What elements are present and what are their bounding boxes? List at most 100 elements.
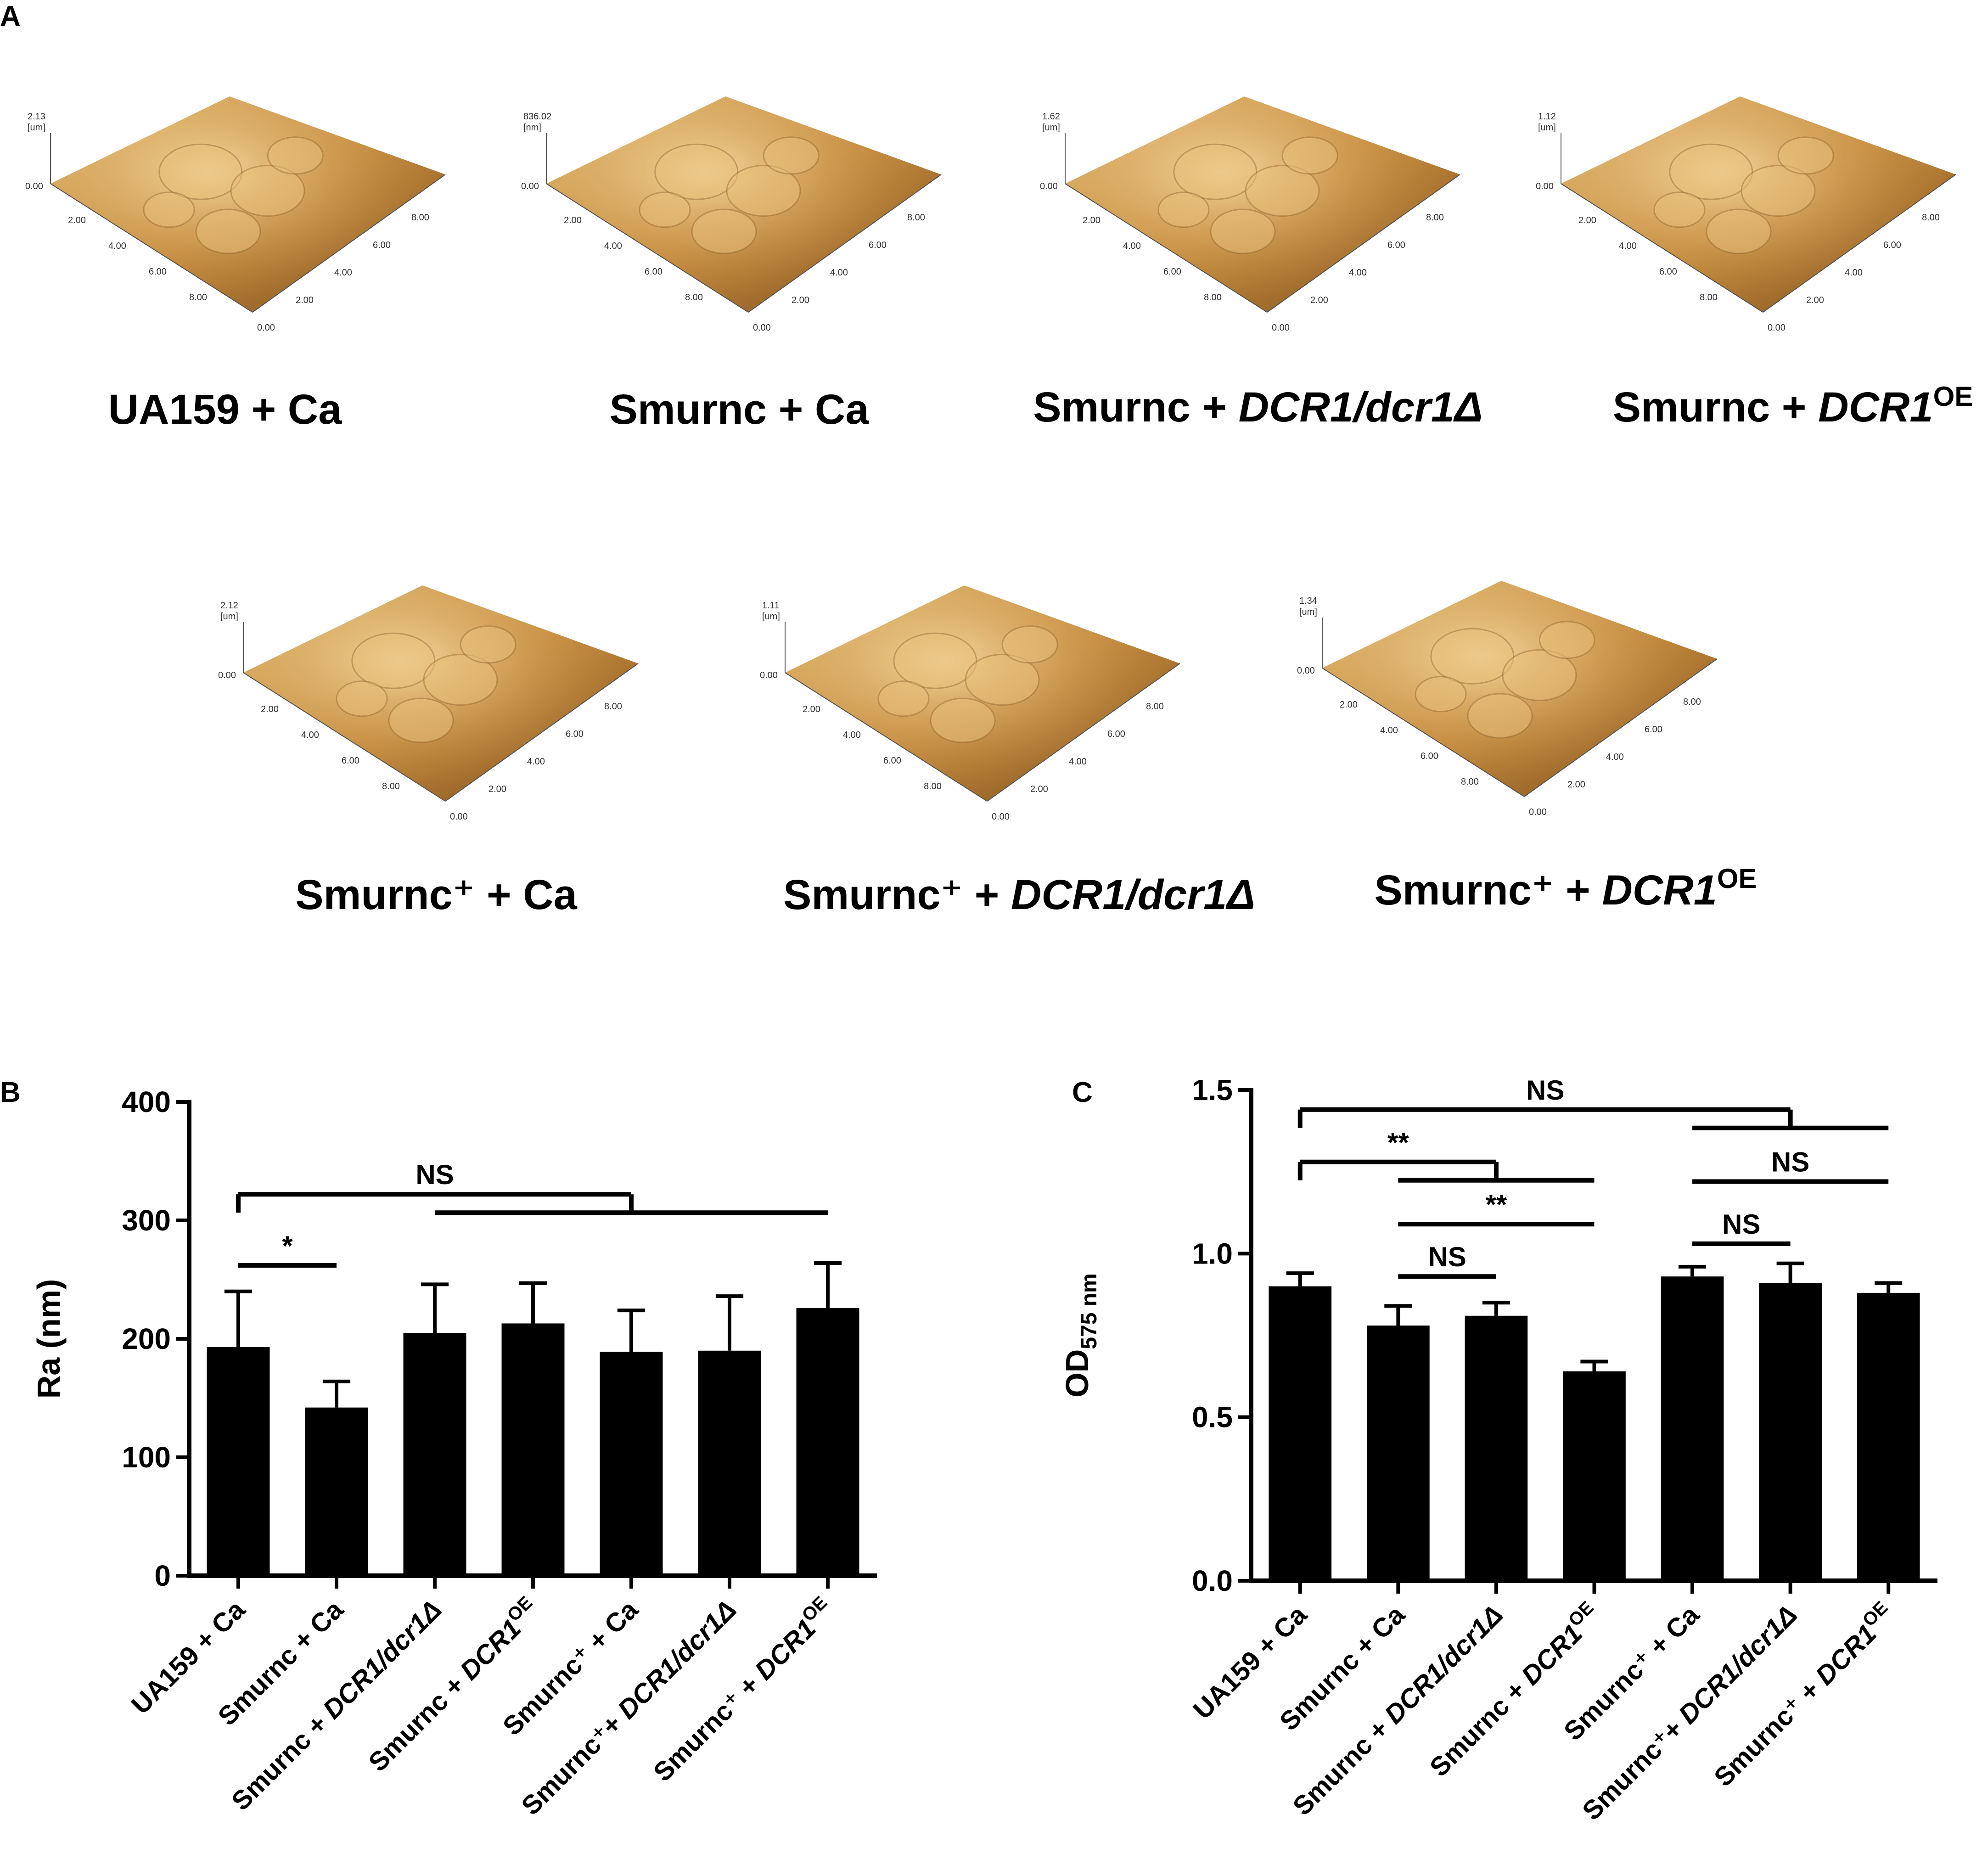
significance-label: NS: [1526, 1075, 1564, 1106]
afm-x-axis: [1322, 668, 1525, 797]
afm-label-italic: DCR1/dcr1Δ: [1011, 871, 1256, 918]
afm-x-tick: 8.00: [685, 292, 703, 303]
bar-4: [1563, 1371, 1626, 1581]
afm-x-tick: 6.00: [1421, 751, 1438, 761]
significance-bracket-2: NS: [236, 1159, 828, 1215]
afm-y-tick: 0.00: [1272, 323, 1290, 333]
afm-z-min-label: 0.00: [760, 670, 778, 680]
afm-x-tick: 6.00: [645, 267, 663, 277]
significance-bracket-1: NS: [1297, 1075, 1889, 1130]
afm-label-italic: DCR1: [1818, 384, 1933, 431]
afm-x-axis: [1561, 183, 1763, 313]
afm-z-unit-label: [um]: [220, 612, 238, 622]
afm-x-tick: 8.00: [1204, 292, 1222, 303]
afm-surface-bump: [691, 208, 757, 254]
afm-z-unit-label: [nm]: [523, 123, 541, 133]
afm-y-tick: 2.00: [1030, 784, 1048, 794]
afm-surface-bump: [763, 136, 820, 175]
afm-z-min-label: 0.00: [25, 181, 43, 191]
significance-label: **: [1486, 1189, 1507, 1220]
afm-surface-label: UA159 + Ca: [108, 386, 342, 434]
bar-5: [600, 1352, 663, 1576]
significance-bracket-1: *: [238, 1230, 337, 1268]
afm-label-sup: OE: [1933, 381, 1973, 412]
afm-y-axis: [748, 174, 942, 313]
afm-surface-7: 1.34[um] 0.00 2.00 4.00 6.00 8.00 0.00 2.00 4.00…: [1297, 581, 1718, 817]
afm-y-tick: 0.00: [450, 812, 468, 822]
afm-z-max-label: 836.02: [523, 112, 551, 122]
afm-x-tick: 2.00: [261, 704, 279, 714]
afm-y-tick: 8.00: [1146, 702, 1164, 712]
y-tick-label: 200: [122, 1322, 171, 1355]
afm-z-min-label: 0.00: [521, 181, 539, 191]
y-tick-label: 0.5: [1192, 1401, 1233, 1434]
afm-label-italic: DCR1/dcr1Δ: [1238, 384, 1483, 431]
afm-surface-bump: [1157, 191, 1210, 228]
afm-surface-label: Smurnc + Ca: [610, 386, 869, 434]
afm-surface-bump: [388, 697, 454, 743]
afm-surface-bump: [143, 191, 195, 228]
x-tick-label-7: Smurnc⁺ + DCR1OE: [1706, 1597, 1901, 1792]
afm-x-tick: 4.00: [108, 241, 126, 251]
afm-x-tick: 4.00: [1619, 241, 1637, 251]
afm-surface-bump: [1467, 693, 1533, 739]
afm-surface-bump: [965, 654, 1040, 706]
afm-y-tick: 8.00: [1922, 213, 1940, 223]
y-axis-label-main: OD: [1059, 1349, 1095, 1398]
bar-6: [698, 1350, 761, 1576]
afm-surface-bump: [1430, 628, 1515, 685]
bar-2: [1367, 1326, 1430, 1581]
afm-x-axis: [243, 672, 446, 802]
x-tick-label-4: Smurnc + DCR1OE: [360, 1592, 545, 1777]
significance-bracket-2: **: [1297, 1127, 1595, 1183]
afm-surface-bump: [158, 143, 243, 200]
afm-y-axis: [987, 663, 1180, 802]
afm-label-main: UA159 + Ca: [108, 386, 342, 433]
afm-surface-bump: [1741, 165, 1816, 217]
afm-y-tick: 6.00: [1645, 725, 1662, 735]
bar-5: [1661, 1276, 1724, 1581]
panel-letter-a: A: [0, 0, 21, 32]
bar-6: [1759, 1283, 1822, 1581]
bar-3: [403, 1333, 466, 1576]
afm-x-tick: 2.00: [1578, 215, 1596, 225]
afm-x-tick: 8.00: [382, 781, 400, 792]
afm-y-tick: 8.00: [411, 213, 429, 223]
significance-label: NS: [1771, 1147, 1809, 1178]
afm-x-tick: 6.00: [1163, 267, 1181, 277]
afm-y-tick: 6.00: [1107, 729, 1125, 739]
afm-y-tick: 8.00: [1426, 213, 1444, 223]
afm-z-max-label: 1.34: [1299, 596, 1317, 606]
afm-surface-bump: [1001, 625, 1058, 664]
afm-y-axis: [1267, 174, 1460, 313]
afm-surface-bump: [726, 165, 801, 217]
afm-x-axis: [1065, 183, 1268, 313]
afm-y-axis: [445, 663, 639, 802]
afm-surface-4: 1.12[um] 0.00 2.00 4.00 6.00 8.00 0.00 2.00 4.00…: [1536, 96, 1956, 333]
afm-y-tick: 2.00: [1806, 295, 1824, 305]
x-tick-label-4: Smurnc + DCR1OE: [1422, 1597, 1607, 1782]
panel-letter-b: B: [0, 1077, 21, 1108]
afm-x-tick: 6.00: [883, 756, 901, 766]
afm-surface-bump: [930, 697, 996, 743]
afm-surface-label: Smurnc + DCR1/dcr1Δ: [1033, 383, 1483, 432]
afm-surface-bump: [1706, 208, 1772, 254]
afm-y-tick: 2.00: [296, 295, 314, 305]
afm-y-tick: 8.00: [604, 702, 622, 712]
afm-surface-bump: [1245, 165, 1320, 217]
afm-surface-bump: [877, 680, 930, 717]
significance-bracket-4: **: [1398, 1189, 1595, 1227]
afm-z-max-label: 2.12: [220, 601, 238, 611]
afm-y-axis: [252, 174, 446, 313]
afm-surface-2: 836.02[nm] 0.00 2.00 4.00 6.00 8.00 0.00 2.00 4.…: [521, 96, 942, 333]
afm-x-tick: 2.00: [1083, 215, 1100, 225]
afm-x-axis: [546, 183, 749, 313]
afm-z-max-label: 1.11: [762, 601, 779, 611]
significance-label: NS: [415, 1159, 454, 1190]
afm-label-main: Smurnc + Ca: [609, 386, 869, 433]
afm-z-unit-label: [um]: [1299, 607, 1317, 617]
afm-surface-bump: [1653, 191, 1706, 228]
afm-z-unit-label: [um]: [28, 123, 45, 133]
y-tick-label: 300: [122, 1204, 171, 1237]
